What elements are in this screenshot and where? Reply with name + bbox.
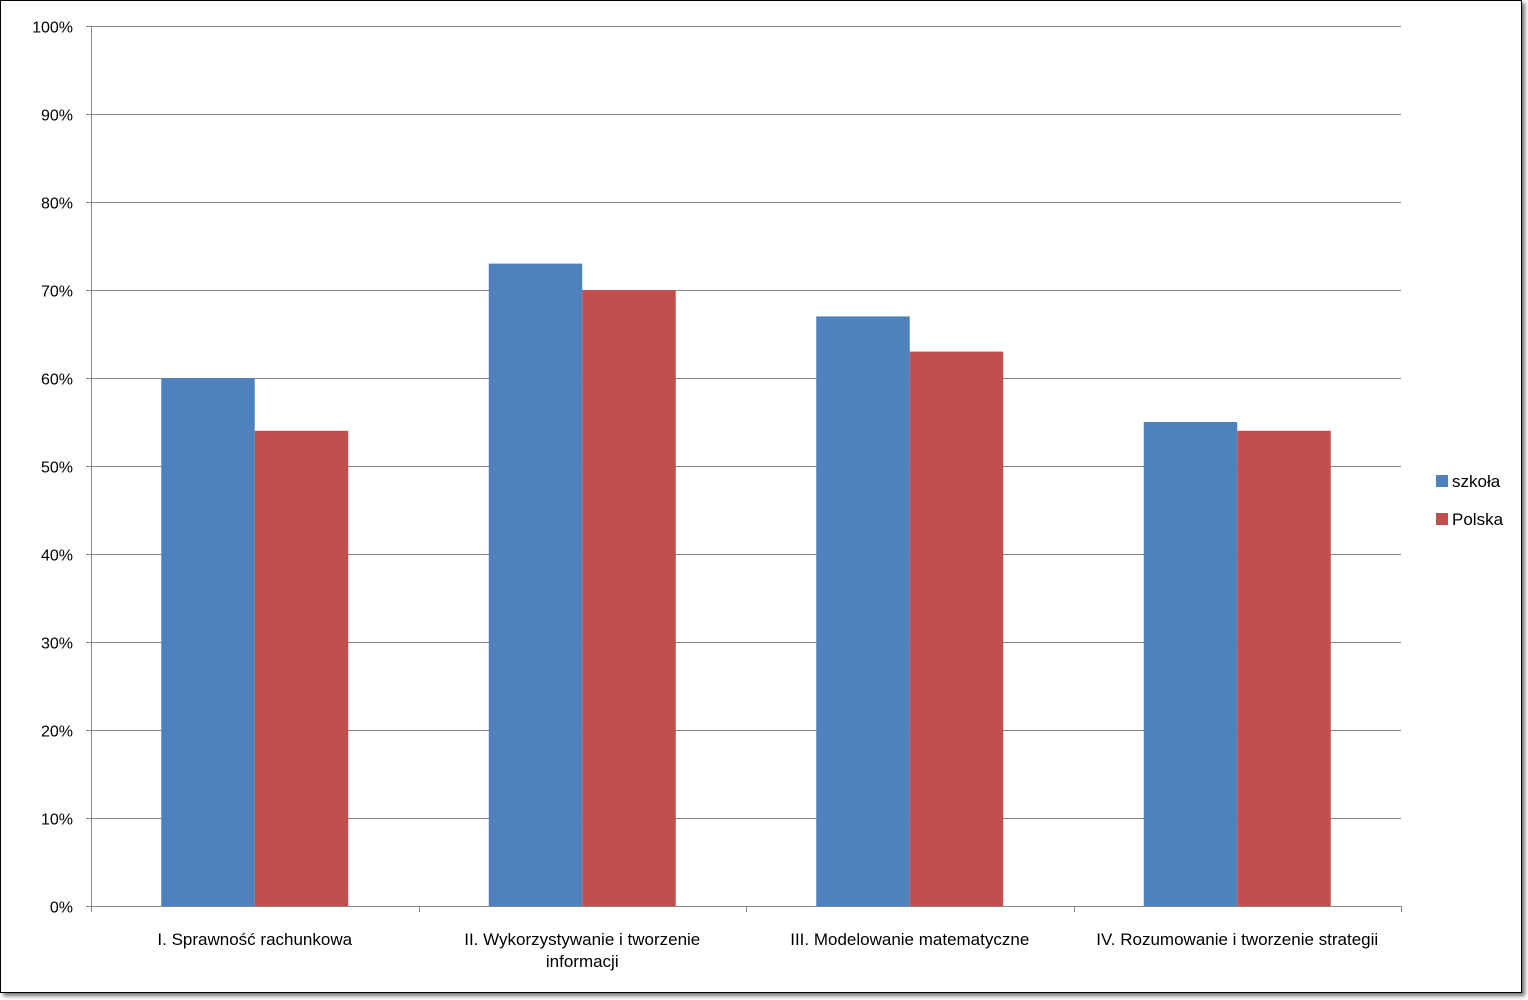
x-category-label: II. Wykorzystywanie i tworzenie <box>464 930 700 949</box>
bar-szko-a-2 <box>488 263 583 907</box>
legend: szkoła Polska <box>1436 472 1504 529</box>
y-tick-label: 90% <box>41 108 73 125</box>
x-category-label: informacji <box>546 952 619 971</box>
y-tick-label: 70% <box>41 284 73 301</box>
bar-polska-3 <box>909 351 1004 907</box>
legend-label: Polska <box>1452 510 1504 529</box>
x-category-label: IV. Rozumowanie i tworzenie strategii <box>1096 930 1378 949</box>
bar-szko-a-3 <box>816 316 910 906</box>
x-category-label: I. Sprawność rachunkowa <box>157 930 352 949</box>
bar-szko-a-1 <box>161 378 255 906</box>
axes <box>86 26 1402 912</box>
y-tick-label: 80% <box>41 196 73 213</box>
y-axis-ticks: 0% 10% 20% 30% 40% 50% 60% 70% 80% 90% 100% <box>32 20 73 917</box>
x-axis-labels: I. Sprawność rachunkowa II. Wykorzystywan… <box>157 930 1378 971</box>
y-tick-label: 60% <box>41 372 73 389</box>
y-tick-label: 50% <box>41 460 73 477</box>
bar-szko-a-4 <box>1143 422 1238 906</box>
y-tick-label: 30% <box>41 636 73 653</box>
bar-polska-4 <box>1237 430 1331 906</box>
y-tick-label: 20% <box>41 724 73 741</box>
bar-polska-2 <box>582 290 676 906</box>
x-category-label: III. Modelowanie matematyczne <box>790 930 1029 949</box>
legend-swatch-2 <box>1436 513 1448 525</box>
bar-polska-1 <box>254 430 349 906</box>
y-tick-label: 100% <box>32 20 73 37</box>
legend-label: szkoła <box>1452 472 1501 491</box>
bars <box>161 263 1331 907</box>
y-tick-label: 40% <box>41 548 73 565</box>
legend-swatch-1 <box>1436 475 1448 487</box>
y-tick-label: 10% <box>41 812 73 829</box>
y-tick-label: 0% <box>50 900 73 917</box>
